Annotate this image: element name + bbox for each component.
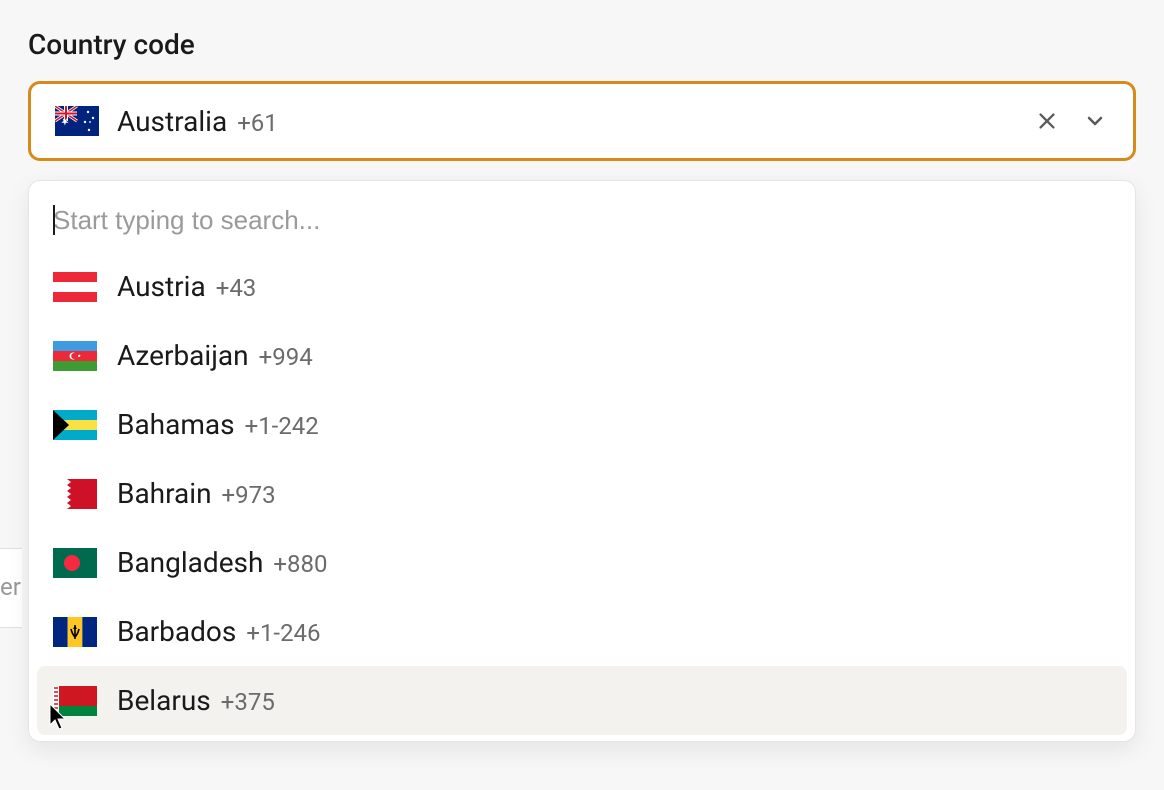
background-text-fragment: er (0, 573, 21, 601)
flag-icon-az (53, 341, 97, 371)
options-list: Austria +43 Azerbaijan +994 Bahamas +1-2… (29, 252, 1135, 735)
flag-icon-bh (53, 479, 97, 509)
selected-dial-code: +61 (237, 109, 278, 137)
option-dial-code: +973 (222, 481, 276, 509)
chevron-down-icon[interactable] (1081, 107, 1109, 135)
flag-icon-bs (53, 410, 97, 440)
search-input[interactable] (53, 199, 1111, 242)
option-dial-code: +1-242 (245, 412, 319, 440)
country-select[interactable]: Australia +61 (28, 81, 1136, 161)
mouse-cursor-icon (48, 703, 70, 731)
field-label: Country code (28, 28, 1136, 61)
selected-value: Australia +61 (117, 105, 1015, 138)
country-code-field: Country code Australia +61 (0, 0, 1164, 161)
option-dial-code: +994 (259, 343, 313, 371)
option-country-name: Azerbaijan (117, 339, 249, 372)
option-country-name: Bahrain (117, 477, 212, 510)
option-az[interactable]: Azerbaijan +994 (29, 321, 1135, 390)
selected-flag-icon (55, 106, 99, 136)
option-dial-code: +43 (216, 274, 257, 302)
option-dial-code: +880 (273, 550, 327, 578)
option-bs[interactable]: Bahamas +1-242 (29, 390, 1135, 459)
option-country-name: Bahamas (117, 408, 235, 441)
option-at[interactable]: Austria +43 (29, 252, 1135, 321)
option-country-name: Austria (117, 270, 206, 303)
option-dial-code: +1-246 (246, 619, 320, 647)
option-country-name: Barbados (117, 615, 236, 648)
flag-icon-bb (53, 617, 97, 647)
option-bd[interactable]: Bangladesh +880 (29, 528, 1135, 597)
option-dial-code: +375 (221, 688, 275, 716)
text-caret (53, 205, 55, 235)
flag-icon-at (53, 272, 97, 302)
background-field-fragment (0, 548, 22, 628)
option-country-name: Belarus (117, 684, 211, 717)
country-dropdown: Austria +43 Azerbaijan +994 Bahamas +1-2… (28, 180, 1136, 742)
option-bb[interactable]: Barbados +1-246 (29, 597, 1135, 666)
option-bh[interactable]: Bahrain +973 (29, 459, 1135, 528)
clear-icon[interactable] (1033, 107, 1061, 135)
option-by[interactable]: Belarus +375 (37, 666, 1127, 735)
flag-icon-bd (53, 548, 97, 578)
selected-country-name: Australia (117, 105, 227, 138)
option-country-name: Bangladesh (117, 546, 263, 579)
